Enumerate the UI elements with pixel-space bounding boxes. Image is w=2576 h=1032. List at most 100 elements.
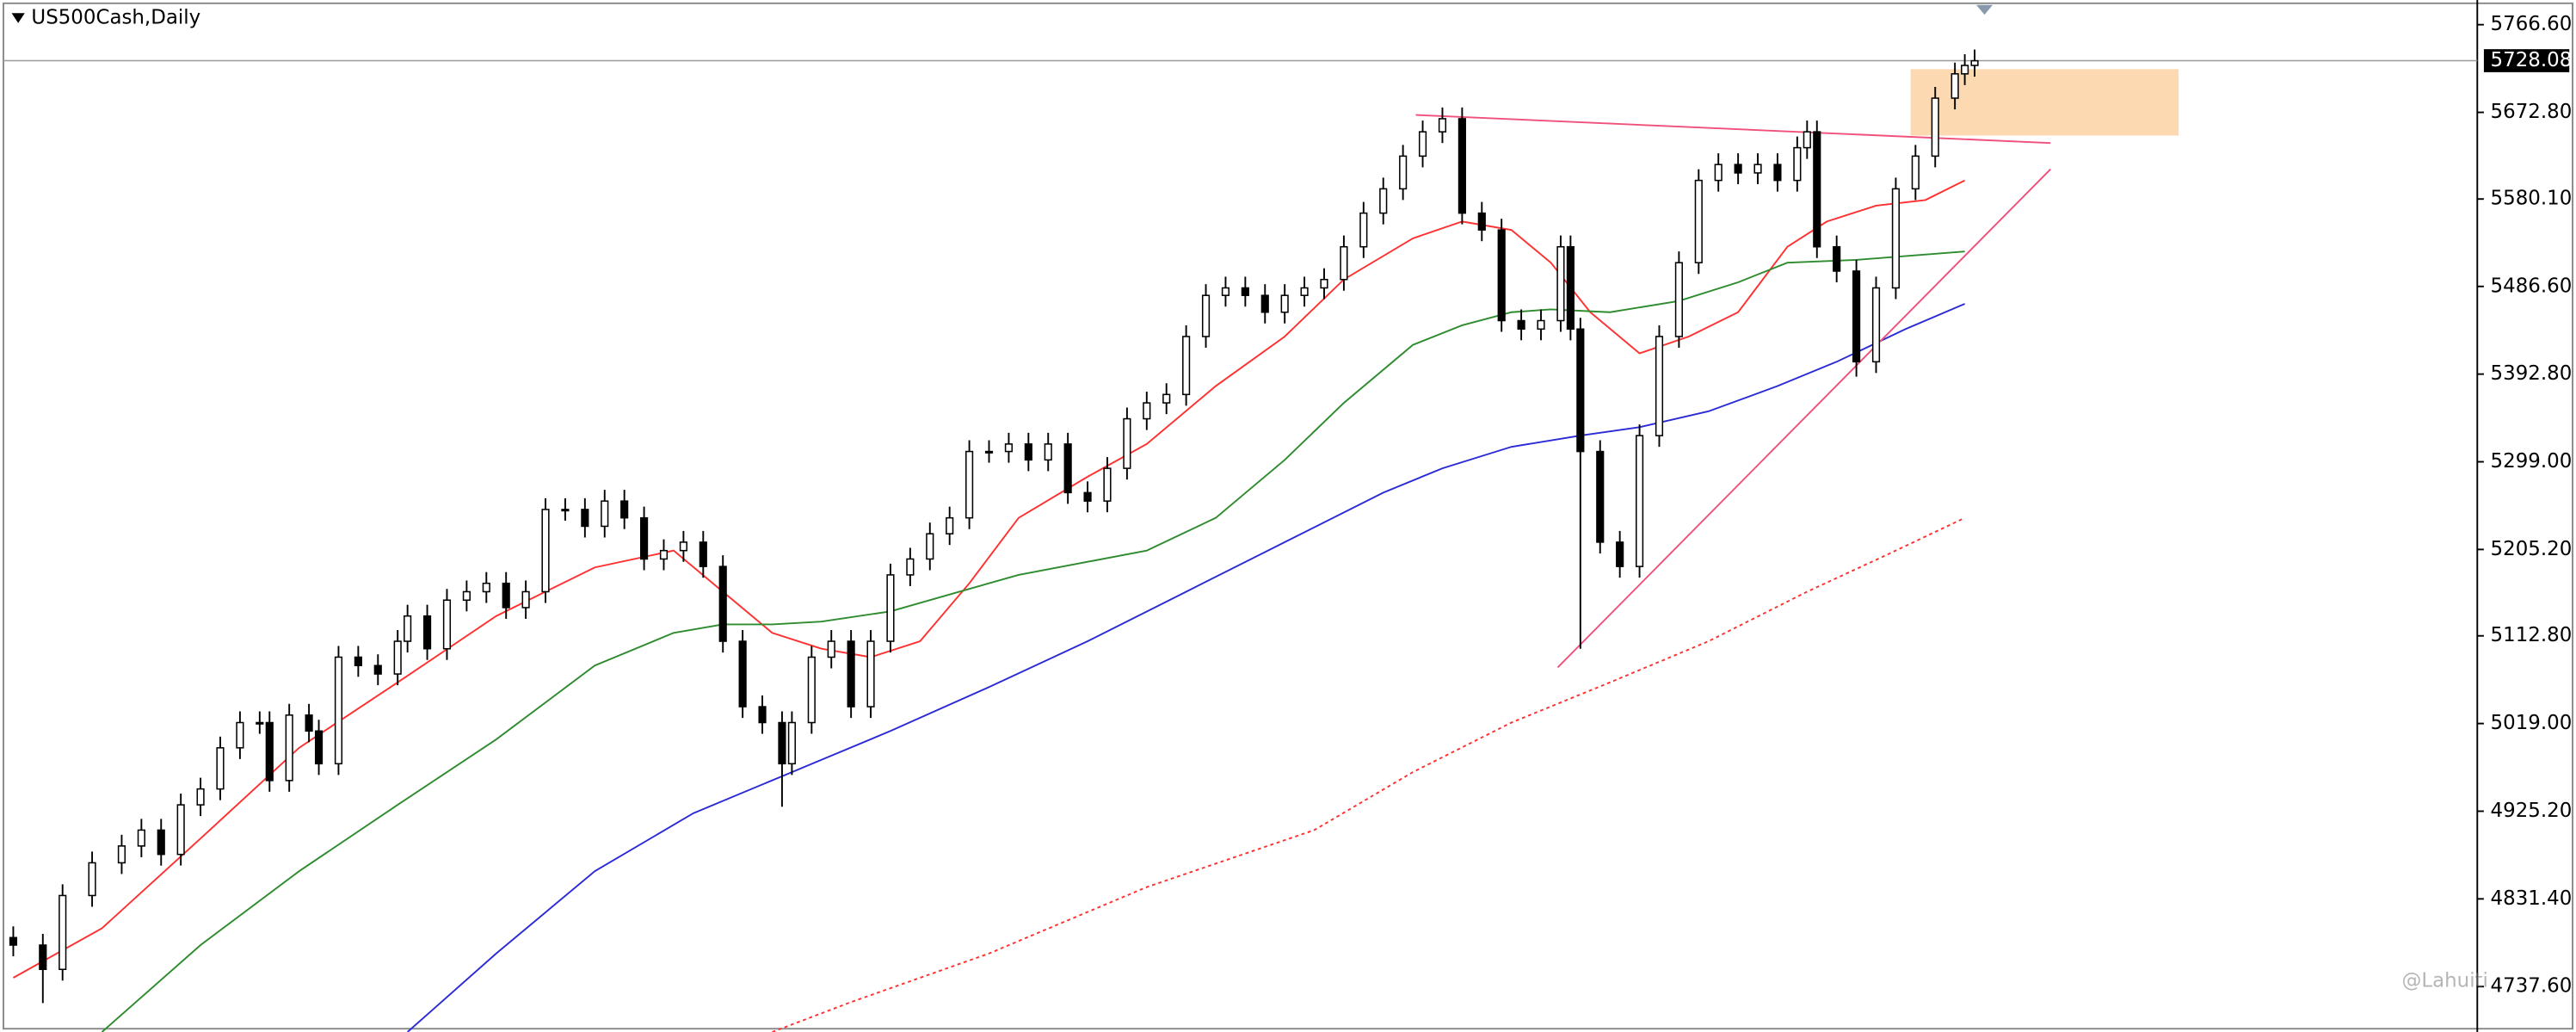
candle-body: [305, 714, 313, 732]
candle-body: [1596, 450, 1605, 543]
candle-body: [758, 706, 767, 724]
candle-body: [1734, 164, 1742, 174]
y-tick-label: 4737.60: [2491, 975, 2573, 998]
candle-body: [984, 450, 994, 454]
candle-body: [1616, 541, 1624, 567]
candle-body: [1399, 155, 1408, 190]
candle-body: [1517, 319, 1525, 331]
candle-body: [807, 656, 816, 724]
candle-body: [393, 640, 402, 675]
moving-average: [407, 303, 1965, 1032]
shift-marker: [1975, 4, 1994, 15]
candle-body: [373, 664, 382, 675]
candle-body: [1852, 270, 1861, 363]
candle-body: [1497, 229, 1506, 322]
y-tick-label: 5580.10: [2491, 188, 2573, 210]
price-zone: [1910, 69, 2179, 136]
candle-body: [1379, 188, 1388, 214]
candle-body: [502, 582, 510, 609]
candle-body: [1359, 212, 1368, 248]
candle-body: [354, 656, 362, 667]
window-frame: [3, 2, 2573, 1030]
y-tick-label: 5392.80: [2491, 362, 2573, 385]
candle-body: [827, 640, 835, 658]
chart-title: US500Cash,Daily: [31, 7, 200, 29]
y-tick-label: 4925.20: [2491, 800, 2573, 822]
candle-body: [1566, 245, 1575, 331]
candle-body: [265, 721, 274, 782]
trend-line: [1556, 168, 2051, 669]
trend-line: [1415, 114, 2051, 145]
candle-body: [1260, 294, 1269, 313]
candle-body: [422, 615, 432, 650]
last-price-label: 5728.08: [2491, 49, 2573, 71]
candle-body: [1674, 262, 1683, 337]
candle-body: [847, 640, 855, 708]
candle-body: [620, 500, 629, 519]
candle-body: [906, 558, 915, 576]
candle-body: [285, 714, 293, 782]
candle-body: [738, 640, 747, 708]
candle-body: [1833, 245, 1841, 272]
candle-body: [1300, 287, 1309, 296]
candle-body: [1803, 131, 1811, 149]
y-tick-label: 5019.00: [2491, 712, 2573, 734]
candle-body: [442, 599, 452, 650]
last-price-tag: [2483, 49, 2570, 72]
candle-body: [196, 788, 205, 806]
moving-average: [101, 250, 1965, 1032]
candle-body: [462, 590, 471, 602]
candle-body: [117, 845, 126, 864]
watermark: @Lahuiti: [2401, 969, 2487, 992]
candle-body: [256, 721, 264, 725]
candle-body: [601, 500, 609, 528]
y-tick-label: 5486.60: [2491, 275, 2573, 297]
candle-body: [1457, 118, 1466, 214]
candle-body: [1793, 146, 1802, 182]
candle-body: [886, 574, 895, 642]
candle-body: [216, 747, 225, 790]
y-tick-label: 4831.40: [2491, 887, 2573, 910]
candle-body: [236, 721, 244, 749]
candle-body: [1182, 336, 1191, 396]
y-tick-label: 5299.00: [2491, 450, 2573, 473]
candle-body: [482, 582, 490, 593]
candle-body: [699, 541, 707, 567]
candle-body: [1891, 188, 1900, 289]
candle-body: [1556, 245, 1565, 322]
candle-body: [404, 615, 412, 642]
candle-body: [1477, 212, 1486, 231]
candle-body: [1162, 393, 1171, 404]
candle-body: [946, 516, 954, 535]
candle-body: [176, 804, 185, 856]
candle-body: [866, 640, 875, 708]
candle-body: [1635, 435, 1644, 567]
candle-body: [1970, 59, 1979, 66]
candle-body: [1241, 287, 1249, 296]
candle-body: [1438, 118, 1447, 133]
candle-body: [581, 509, 589, 528]
candle-body: [1083, 491, 1092, 502]
candle-body: [1063, 443, 1072, 494]
candle-body: [1931, 97, 1939, 158]
candle-body: [659, 549, 669, 560]
candle-body: [679, 541, 687, 552]
candle-body: [1537, 319, 1545, 331]
candle-body: [1024, 443, 1032, 461]
moving-average: [772, 516, 1966, 1032]
candle-body: [965, 450, 974, 519]
candle-body: [1004, 443, 1014, 453]
candle-body: [1201, 294, 1211, 337]
y-tick-label: 5672.80: [2491, 101, 2573, 123]
candle-body: [1320, 278, 1328, 289]
candle-body: [1911, 155, 1920, 190]
candle-body: [639, 516, 649, 560]
candle-body: [1655, 336, 1664, 436]
collapse-arrow[interactable]: [11, 13, 25, 23]
candle-body: [787, 721, 796, 765]
candle-body: [778, 721, 786, 765]
candle-body: [39, 944, 47, 970]
candle-body: [1950, 73, 1959, 99]
